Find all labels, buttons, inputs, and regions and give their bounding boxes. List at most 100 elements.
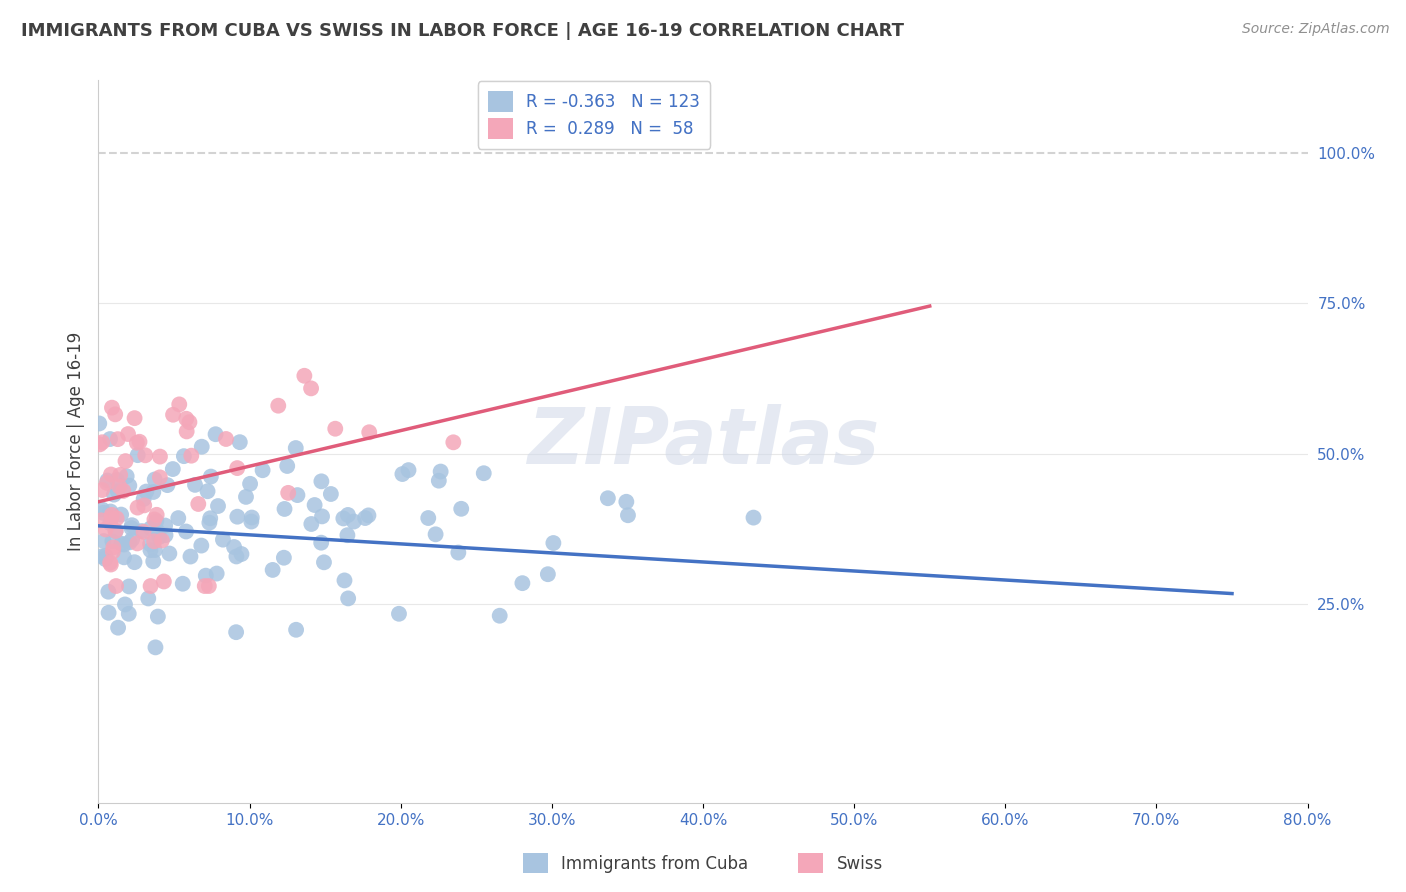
Point: [139, 521, 162, 535]
Point: [284, 441, 307, 455]
Point: [174, 411, 197, 425]
Point: [162, 462, 184, 476]
Point: [104, 524, 127, 538]
Point: [472, 467, 495, 481]
Point: [285, 623, 308, 637]
Point: [319, 487, 342, 501]
Point: [94, 552, 117, 566]
Point: [388, 607, 411, 621]
Point: [100, 511, 122, 525]
Text: Source: ZipAtlas.com: Source: ZipAtlas.com: [1241, 22, 1389, 37]
Point: [277, 486, 299, 500]
Point: [176, 425, 198, 439]
Point: [145, 514, 167, 528]
Point: [149, 450, 172, 464]
Point: [89, 437, 111, 451]
Point: [614, 495, 637, 509]
Point: [91, 506, 114, 520]
Point: [180, 449, 202, 463]
Point: [120, 521, 142, 535]
Point: [103, 541, 125, 555]
Point: [617, 508, 640, 523]
Point: [172, 576, 194, 591]
Point: [226, 509, 249, 524]
Point: [139, 543, 162, 558]
Point: [94, 523, 117, 537]
Point: [359, 425, 381, 440]
Point: [97, 584, 120, 599]
Point: [100, 508, 122, 522]
Point: [146, 609, 169, 624]
Point: [115, 469, 138, 483]
Point: [190, 539, 212, 553]
Point: [105, 473, 128, 487]
Point: [101, 544, 124, 558]
Point: [98, 516, 121, 531]
Point: [425, 527, 447, 541]
Point: [447, 545, 470, 559]
Point: [148, 530, 170, 544]
Point: [240, 515, 263, 529]
Point: [98, 432, 121, 446]
Point: [323, 422, 346, 436]
Point: [167, 511, 190, 525]
Point: [118, 607, 141, 621]
Point: [96, 474, 118, 488]
Point: [100, 504, 122, 518]
Point: [596, 491, 619, 506]
Point: [128, 434, 150, 449]
Point: [205, 566, 228, 581]
Point: [231, 547, 253, 561]
Point: [105, 511, 128, 525]
Point: [94, 549, 117, 563]
Point: [149, 470, 172, 484]
Point: [91, 502, 114, 516]
Point: [114, 454, 136, 468]
Point: [162, 408, 184, 422]
Point: [215, 432, 238, 446]
Point: [90, 513, 112, 527]
Point: [240, 510, 263, 524]
Point: [173, 449, 195, 463]
Point: [153, 518, 176, 533]
Point: [146, 524, 169, 539]
Point: [142, 485, 165, 500]
Point: [391, 467, 413, 481]
Point: [104, 408, 127, 422]
Point: [142, 554, 165, 568]
Point: [336, 508, 359, 522]
Point: [225, 625, 247, 640]
Point: [200, 511, 222, 525]
Point: [131, 524, 153, 538]
Point: [156, 478, 179, 492]
Point: [441, 435, 464, 450]
Point: [89, 417, 111, 431]
Point: [132, 524, 155, 539]
Point: [333, 574, 356, 588]
Legend: Immigrants from Cuba, Swiss: Immigrants from Cuba, Swiss: [516, 847, 890, 880]
Point: [93, 534, 115, 549]
Point: [204, 427, 226, 442]
Point: [190, 440, 212, 454]
Point: [427, 474, 450, 488]
Point: [127, 500, 149, 515]
Point: [429, 465, 451, 479]
Point: [252, 463, 274, 477]
Point: [179, 549, 201, 564]
Point: [226, 461, 249, 475]
Point: [336, 528, 359, 542]
Point: [101, 401, 124, 415]
Point: [194, 579, 217, 593]
Point: [309, 535, 332, 549]
Text: IMMIGRANTS FROM CUBA VS SWISS IN LABOR FORCE | AGE 16-19 CORRELATION CHART: IMMIGRANTS FROM CUBA VS SWISS IN LABOR F…: [21, 22, 904, 40]
Point: [110, 537, 132, 551]
Point: [543, 536, 565, 550]
Point: [229, 435, 252, 450]
Point: [143, 534, 166, 549]
Point: [127, 536, 149, 550]
Point: [112, 550, 135, 565]
Point: [117, 427, 139, 442]
Point: [143, 473, 166, 487]
Point: [118, 535, 141, 549]
Point: [194, 568, 217, 582]
